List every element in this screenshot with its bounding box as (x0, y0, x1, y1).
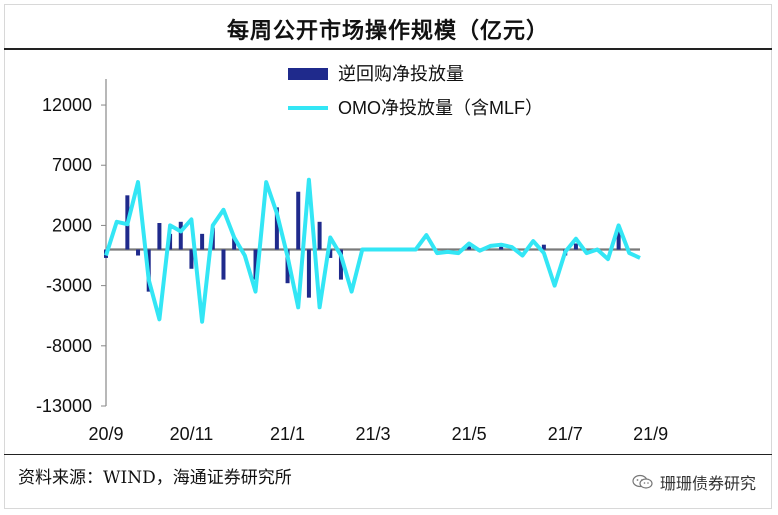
y-tick-label: -13000 (36, 396, 92, 416)
bar (573, 243, 578, 250)
watermark: 珊珊债券研究 (632, 470, 756, 494)
bar (157, 223, 162, 250)
bar (189, 249, 194, 269)
omo-line (104, 177, 641, 324)
bar (253, 249, 258, 280)
axes-group: 12000 7000 2000 -3000 -8000 -13000 20/9 20/11 21… (36, 79, 668, 444)
bar (499, 245, 504, 250)
bar (317, 221, 322, 250)
title-bar: 每周公开市场操作规模（亿元） (4, 4, 772, 50)
wechat-icon (632, 474, 654, 490)
bar (136, 249, 141, 256)
bar (616, 231, 621, 250)
bar (178, 221, 183, 250)
y-tick-label: -3000 (46, 276, 92, 296)
bar (221, 249, 226, 280)
watermark-text: 珊珊债券研究 (659, 474, 756, 493)
bar (232, 237, 237, 250)
bar-series (104, 191, 621, 298)
x-tick-label: 21/3 (355, 424, 390, 444)
y-tick-label: 12000 (42, 95, 92, 115)
line-series (104, 177, 641, 324)
source-note: 资料来源：WIND，海通证券研究所 (18, 468, 292, 488)
legend-bar-swatch (288, 68, 328, 80)
legend-label-omo: OMO净投放量（含MLF） (338, 98, 543, 118)
x-tick-label: 21/9 (633, 424, 668, 444)
legend: 逆回购净投放量 OMO净投放量（含MLF） (288, 64, 543, 118)
x-tick-label: 21/5 (452, 424, 487, 444)
bar (296, 191, 301, 250)
y-tick-label: 2000 (52, 215, 92, 235)
bar (285, 249, 290, 284)
bar (328, 249, 333, 258)
x-tick-label: 20/11 (170, 424, 214, 444)
chart-frame (4, 4, 772, 509)
chart-title: 每周公开市场操作规模（亿元） (226, 18, 549, 44)
y-tick-label: 7000 (52, 155, 92, 175)
x-tick-label: 21/1 (270, 424, 305, 444)
bar (274, 207, 279, 250)
x-tick-label: 20/9 (88, 424, 123, 444)
footer-divider (4, 454, 772, 455)
bar (200, 233, 205, 250)
bar (541, 244, 546, 250)
bar (306, 249, 311, 298)
bar (338, 249, 343, 280)
legend-label-reverse-repo: 逆回购净投放量 (338, 64, 464, 84)
y-tick-label: -8000 (46, 336, 92, 356)
bar (467, 245, 472, 250)
x-tick-label: 21/7 (548, 424, 583, 444)
